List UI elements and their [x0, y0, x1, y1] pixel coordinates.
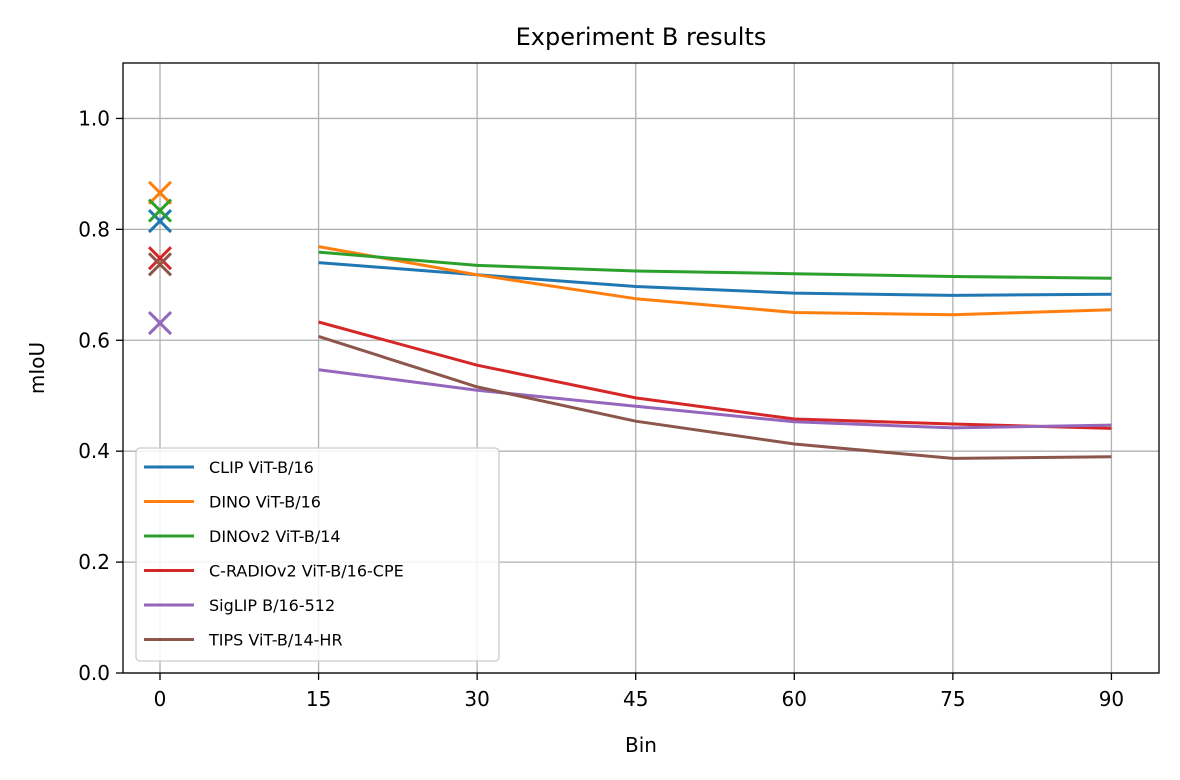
y-tick-label: 1.0	[78, 106, 110, 130]
marker-stroke	[147, 246, 173, 271]
x-tick-label: 0	[154, 687, 167, 711]
y-tick-label: 0.8	[78, 217, 110, 241]
chart-title: Experiment B results	[516, 23, 767, 51]
y-tick-label: 0.2	[78, 550, 110, 574]
series-line-1	[318, 245, 1112, 317]
legend-label: SigLIP B/16-512	[209, 596, 335, 615]
marker-stroke	[147, 208, 173, 234]
marker-stroke	[147, 311, 173, 336]
marker-stroke	[147, 180, 173, 205]
marker-stroke	[147, 252, 173, 277]
series-marker-4	[147, 311, 173, 336]
marker-stroke	[147, 198, 173, 223]
y-tick-label: 0.4	[78, 439, 110, 463]
x-tick-label: 45	[623, 687, 648, 711]
series-line-0	[318, 261, 1112, 297]
y-axis-label: mIoU	[25, 342, 49, 394]
x-tick-label: 90	[1099, 687, 1124, 711]
legend-entry-3: C-RADIOv2 ViT-B/16-CPE	[144, 562, 404, 581]
series-marker-3	[147, 246, 173, 271]
legend-entry-1: DINO ViT-B/16	[144, 493, 321, 512]
legend: CLIP ViT-B/16 DINO ViT-B/16 DINOv2 ViT-B/1…	[135, 447, 500, 662]
series-layer	[147, 180, 1112, 460]
x-axis-label: Bin	[625, 733, 657, 757]
legend-label: DINOv2 ViT-B/14	[209, 527, 341, 546]
x-tick-label: 75	[940, 687, 965, 711]
series-line-4	[318, 368, 1112, 430]
legend-label: TIPS ViT-B/14-HR	[208, 631, 343, 650]
x-tick-label: 60	[782, 687, 807, 711]
series-line-3	[318, 320, 1112, 430]
series-line-5	[318, 334, 1112, 460]
series-marker-1	[147, 180, 173, 205]
legend-label: C-RADIOv2 ViT-B/16-CPE	[209, 562, 404, 581]
x-tick-label: 15	[306, 687, 331, 711]
y-tick-label: 0.0	[78, 661, 110, 685]
legend-label: CLIP ViT-B/16	[209, 458, 314, 477]
plot-frame	[122, 62, 1160, 674]
legend-entry-0: CLIP ViT-B/16	[144, 458, 314, 477]
y-tick-label: 0.6	[78, 328, 110, 352]
legend-entry-5: TIPS ViT-B/14-HR	[144, 631, 343, 650]
series-line-2	[318, 250, 1112, 280]
series-marker-5	[147, 252, 173, 277]
legend-box	[135, 447, 500, 662]
x-tick-label: 30	[464, 687, 489, 711]
series-marker-0	[147, 208, 173, 234]
ticks: 0 15 30 45 60 75 90 0.0 0.2 0.4 0.6 0.8 1.0	[78, 106, 1124, 711]
series-marker-2	[147, 198, 173, 223]
legend-label: DINO ViT-B/16	[209, 493, 321, 512]
legend-entry-2: DINOv2 ViT-B/14	[144, 527, 341, 546]
legend-entry-4: SigLIP B/16-512	[144, 596, 335, 615]
